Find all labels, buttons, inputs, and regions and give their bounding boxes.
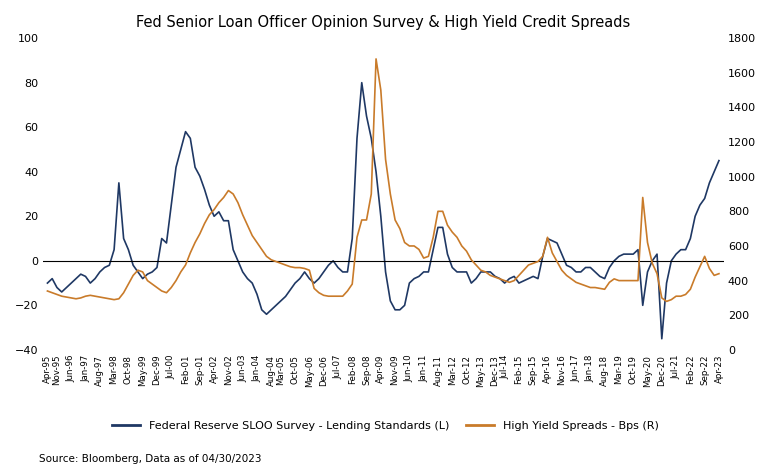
Legend: Federal Reserve SLOO Survey - Lending Standards (L), High Yield Spreads - Bps (R: Federal Reserve SLOO Survey - Lending St… — [108, 417, 663, 436]
High Yield Spreads - Bps (R) — [43, 288, 52, 294]
Text: Source: Bloomberg, Data as of 04/30/2023: Source: Bloomberg, Data as of 04/30/2023 — [39, 454, 261, 464]
Federal Reserve SLOO Survey - Lending Standards (L) — [357, 80, 366, 85]
Federal Reserve SLOO Survey - Lending Standards (L) — [714, 158, 723, 163]
Federal Reserve SLOO Survey - Lending Standards (L) — [43, 280, 52, 286]
Line: Federal Reserve SLOO Survey - Lending Standards (L): Federal Reserve SLOO Survey - Lending St… — [48, 83, 719, 339]
High Yield Spreads - Bps (R) — [400, 240, 409, 245]
High Yield Spreads - Bps (R) — [372, 56, 381, 62]
High Yield Spreads - Bps (R) — [486, 273, 495, 278]
Federal Reserve SLOO Survey - Lending Standards (L) — [247, 280, 257, 286]
Federal Reserve SLOO Survey - Lending Standards (L) — [400, 303, 409, 308]
Federal Reserve SLOO Survey - Lending Standards (L) — [486, 269, 495, 275]
Line: High Yield Spreads - Bps (R): High Yield Spreads - Bps (R) — [48, 59, 719, 301]
Federal Reserve SLOO Survey - Lending Standards (L) — [471, 276, 480, 282]
Federal Reserve SLOO Survey - Lending Standards (L) — [643, 269, 652, 275]
High Yield Spreads - Bps (R) — [643, 240, 652, 245]
High Yield Spreads - Bps (R) — [367, 191, 376, 197]
High Yield Spreads - Bps (R) — [662, 298, 672, 304]
Federal Reserve SLOO Survey - Lending Standards (L) — [372, 169, 381, 175]
Title: Fed Senior Loan Officer Opinion Survey & High Yield Credit Spreads: Fed Senior Loan Officer Opinion Survey &… — [136, 15, 631, 30]
Federal Reserve SLOO Survey - Lending Standards (L) — [657, 336, 666, 341]
High Yield Spreads - Bps (R) — [247, 233, 257, 238]
High Yield Spreads - Bps (R) — [471, 262, 480, 268]
High Yield Spreads - Bps (R) — [714, 271, 723, 276]
